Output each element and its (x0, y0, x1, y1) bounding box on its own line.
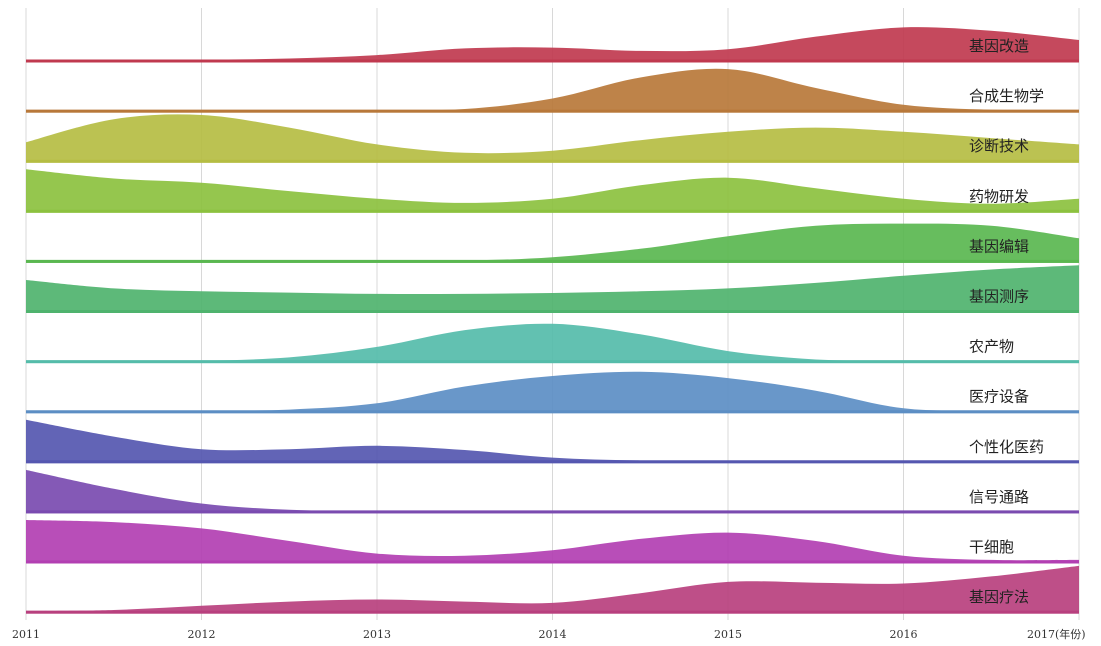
x-axis-ticks: 2011 2012 2013 2014 2015 2016 2017(年份) (12, 627, 1086, 641)
ridge-area (26, 27, 1079, 63)
series-label: 农产物 (969, 338, 1014, 356)
x-tick-label: 2011 (12, 628, 40, 641)
series-label: 基因改造 (969, 37, 1029, 55)
ridge-series: 基因改造 (26, 27, 1079, 63)
x-tick-label: 2017(年份) (1027, 627, 1086, 641)
series-label: 药物研发 (969, 187, 1029, 205)
ridge-series: 诊断技术 (26, 114, 1079, 163)
ridge-area (26, 114, 1079, 163)
ridge-series: 基因疗法 (26, 565, 1079, 614)
ridge-series: 个性化医药 (26, 419, 1079, 464)
series-label: 基因测序 (969, 288, 1029, 306)
ridge-series: 医疗设备 (26, 371, 1079, 414)
x-tick-label: 2014 (539, 628, 567, 641)
series-label: 个性化医药 (969, 438, 1044, 456)
series-label: 诊断技术 (969, 137, 1029, 155)
x-tick-label: 2015 (714, 628, 742, 641)
ridge-series: 基因测序 (26, 265, 1079, 313)
x-tick-label: 2012 (188, 628, 216, 641)
ridge-area (26, 68, 1079, 113)
ridge-area (26, 323, 1079, 364)
series-label: 信号通路 (969, 488, 1029, 506)
series-label: 合成生物学 (969, 87, 1044, 105)
ridge-area (26, 520, 1079, 564)
ridge-series: 信号通路 (26, 469, 1079, 514)
series-label: 基因疗法 (969, 588, 1029, 606)
ridge-area (26, 565, 1079, 614)
series-label: 医疗设备 (969, 388, 1029, 406)
x-tick-label: 2013 (363, 628, 391, 641)
ridge-series: 农产物 (26, 323, 1079, 364)
ridge-area (26, 265, 1079, 313)
ridge-series: 合成生物学 (26, 68, 1079, 113)
ridge-series: 药物研发 (26, 169, 1079, 213)
ridge-area (26, 419, 1079, 464)
ridge-series: 干细胞 (26, 520, 1079, 564)
ridges: 基因改造合成生物学诊断技术药物研发基因编辑基因测序农产物医疗设备个性化医药信号通… (26, 27, 1079, 614)
ridge-series: 基因编辑 (26, 223, 1079, 263)
x-tick-label: 2016 (890, 628, 918, 641)
series-label: 干细胞 (969, 538, 1014, 556)
ridge-area (26, 169, 1079, 213)
series-label: 基因编辑 (969, 237, 1029, 255)
ridge-area (26, 223, 1079, 263)
ridge-area (26, 371, 1079, 414)
ridge-area (26, 469, 1079, 514)
